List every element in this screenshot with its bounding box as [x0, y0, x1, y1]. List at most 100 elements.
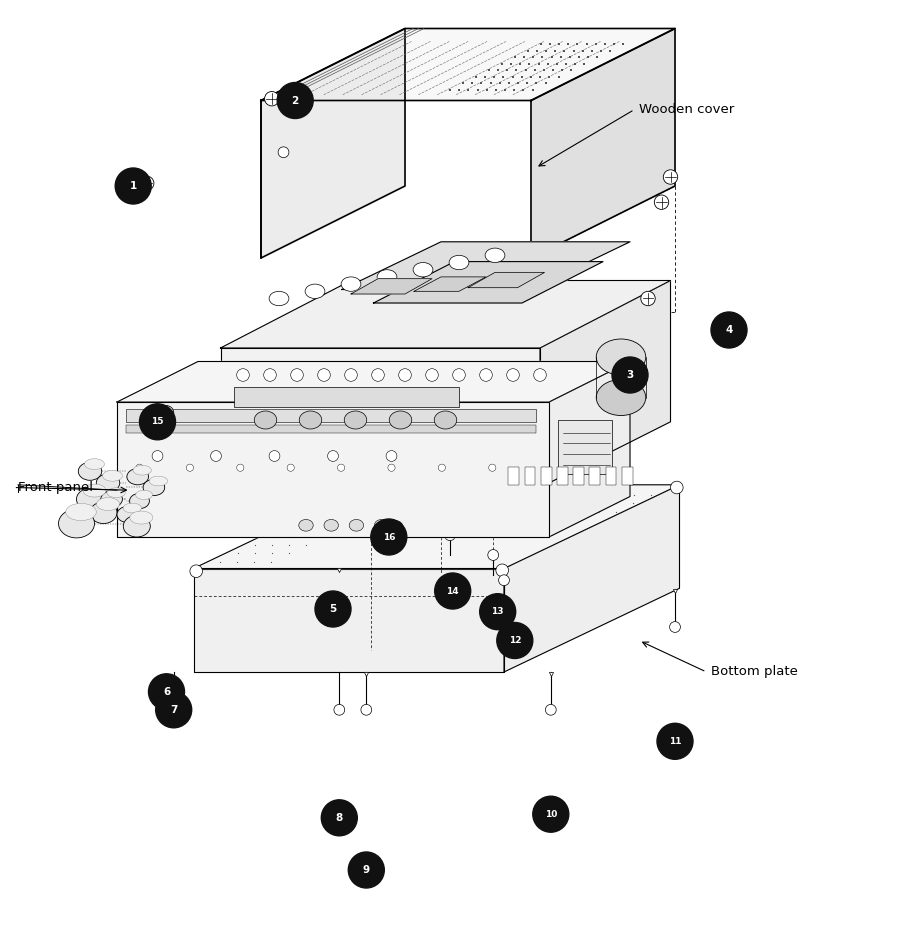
Bar: [606, 467, 616, 485]
Ellipse shape: [117, 507, 139, 523]
Ellipse shape: [143, 479, 165, 496]
Ellipse shape: [341, 277, 361, 291]
Text: 2: 2: [292, 96, 299, 105]
Ellipse shape: [305, 284, 325, 299]
Circle shape: [345, 368, 357, 381]
Ellipse shape: [389, 411, 412, 429]
Circle shape: [237, 464, 244, 472]
Bar: [590, 467, 600, 485]
Polygon shape: [342, 242, 630, 289]
Bar: [126, 425, 536, 432]
Circle shape: [438, 464, 446, 472]
Polygon shape: [351, 279, 432, 294]
Circle shape: [612, 357, 648, 393]
Ellipse shape: [83, 485, 106, 497]
Ellipse shape: [85, 458, 104, 470]
Circle shape: [315, 591, 351, 627]
Polygon shape: [194, 568, 504, 672]
Ellipse shape: [374, 520, 389, 531]
Ellipse shape: [123, 503, 141, 512]
Polygon shape: [261, 29, 675, 100]
Circle shape: [190, 565, 203, 578]
Ellipse shape: [76, 488, 104, 510]
Circle shape: [156, 692, 192, 728]
Polygon shape: [504, 485, 680, 672]
Polygon shape: [549, 362, 630, 537]
Circle shape: [720, 313, 734, 328]
Circle shape: [140, 404, 176, 440]
Bar: [525, 467, 535, 485]
Ellipse shape: [123, 515, 150, 537]
Polygon shape: [117, 402, 549, 537]
Text: 7: 7: [170, 705, 177, 715]
Ellipse shape: [299, 411, 322, 429]
Circle shape: [711, 312, 747, 348]
Ellipse shape: [149, 476, 167, 485]
Bar: [126, 409, 536, 422]
Circle shape: [365, 479, 378, 491]
Circle shape: [497, 622, 533, 658]
Ellipse shape: [58, 509, 94, 538]
Text: 6: 6: [163, 686, 170, 697]
Text: 13: 13: [491, 607, 504, 617]
Polygon shape: [414, 277, 486, 291]
Circle shape: [453, 368, 465, 381]
Ellipse shape: [96, 498, 120, 511]
Ellipse shape: [254, 411, 277, 429]
Circle shape: [657, 724, 693, 759]
Ellipse shape: [596, 379, 646, 416]
Ellipse shape: [324, 520, 338, 531]
Polygon shape: [540, 281, 670, 487]
Ellipse shape: [413, 262, 433, 277]
Text: 5: 5: [329, 604, 337, 614]
Circle shape: [334, 704, 345, 715]
Ellipse shape: [130, 493, 149, 509]
Text: 8: 8: [336, 813, 343, 823]
Circle shape: [670, 621, 680, 632]
Circle shape: [278, 147, 289, 158]
Circle shape: [388, 464, 395, 472]
Polygon shape: [220, 348, 540, 487]
Text: Bottom plate: Bottom plate: [711, 666, 798, 679]
Circle shape: [277, 83, 313, 118]
Ellipse shape: [136, 490, 152, 499]
Circle shape: [499, 575, 509, 586]
Text: Wooden cover: Wooden cover: [639, 103, 734, 116]
Ellipse shape: [78, 462, 102, 480]
Circle shape: [663, 170, 678, 184]
Ellipse shape: [269, 291, 289, 306]
Polygon shape: [220, 281, 670, 348]
Circle shape: [287, 464, 294, 472]
Text: Front panel: Front panel: [18, 481, 93, 494]
Ellipse shape: [127, 469, 148, 485]
Circle shape: [237, 368, 249, 381]
Text: 12: 12: [508, 636, 521, 645]
Text: 10: 10: [544, 810, 557, 818]
Circle shape: [480, 368, 492, 381]
Bar: [541, 467, 552, 485]
Ellipse shape: [96, 474, 120, 492]
Circle shape: [445, 530, 455, 540]
Circle shape: [507, 368, 519, 381]
Polygon shape: [194, 485, 680, 568]
Circle shape: [338, 464, 345, 472]
Circle shape: [148, 674, 184, 710]
Circle shape: [264, 368, 276, 381]
Circle shape: [136, 464, 143, 472]
Circle shape: [159, 405, 174, 420]
Circle shape: [389, 521, 403, 535]
Circle shape: [140, 176, 154, 191]
Polygon shape: [468, 272, 544, 287]
Ellipse shape: [107, 488, 125, 498]
Ellipse shape: [377, 270, 397, 284]
Bar: [622, 467, 633, 485]
Ellipse shape: [434, 411, 456, 429]
Text: 9: 9: [363, 865, 370, 875]
Text: 16: 16: [382, 533, 395, 541]
Bar: [508, 467, 519, 485]
Bar: [234, 387, 459, 406]
Circle shape: [670, 481, 683, 494]
Circle shape: [328, 451, 338, 461]
Text: 15: 15: [151, 418, 164, 426]
Polygon shape: [261, 29, 405, 258]
